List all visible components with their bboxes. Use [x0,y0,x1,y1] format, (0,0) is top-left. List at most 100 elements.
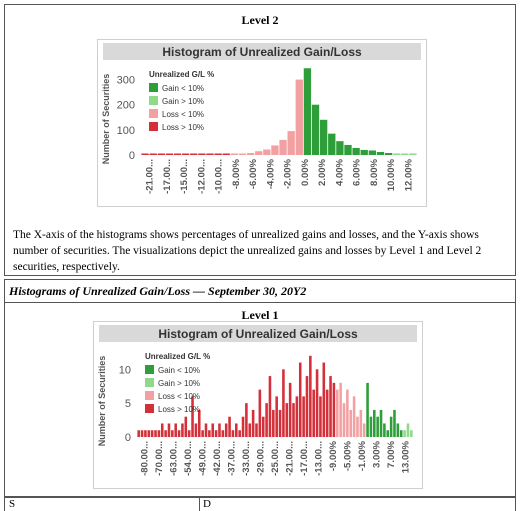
chart-title-band [99,325,417,342]
histogram-bar [221,430,225,437]
footer-divider [199,498,200,511]
histogram-bar [157,430,161,437]
y-tick-label: 300 [117,75,135,87]
x-tick-label: -1.00% [357,440,368,471]
footer-right: D [203,498,211,510]
x-tick-label: -12.00... [196,159,207,194]
histogram-bar [194,423,198,437]
section-title: Histograms of Unrealized Gain/Loss — Sep… [9,284,307,298]
histogram-bar [366,382,369,437]
histogram-bar [379,409,383,437]
histogram-bar [362,423,366,437]
histogram-bar [214,153,222,155]
histogram-bar [376,151,385,155]
histogram-bar [157,153,165,155]
x-tick-label: -29.00... [256,441,267,476]
histogram-bar [275,396,278,437]
histogram-bar [191,396,194,437]
x-tick-label: -6.00% [248,158,259,189]
histogram-bar [328,133,336,155]
histogram-bar [208,430,211,437]
histogram-bar [346,389,349,437]
x-tick-label: 4.00% [334,158,345,185]
legend-entry: Loss < 10% [158,392,200,401]
level2-cell: Level 2 Histogram of Unrealized Gain/Los… [4,4,516,276]
histogram-bar [271,145,279,155]
histogram-bar [177,430,181,437]
histogram-bar [335,389,339,437]
histogram-bar [261,416,265,437]
legend-swatch [145,391,154,400]
legend-swatch [145,365,154,374]
histogram-bar [303,68,312,155]
histogram-bar [167,423,171,437]
histogram-bar [222,153,230,155]
histogram-bar [268,376,272,437]
histogram-bar [393,153,401,155]
x-tick-label: -13.00... [314,441,325,476]
histogram-bar [406,423,410,437]
histogram-bar [410,430,413,437]
histogram-bar [187,430,191,437]
y-tick-label: 0 [125,432,131,444]
histogram-bar [154,430,157,437]
legend-entry: Loss > 10% [162,123,204,132]
histogram-bar [248,423,252,437]
level2-caption: The X-axis of the histograms shows perce… [13,229,482,273]
histogram-bar [315,369,319,437]
histogram-bar [235,423,238,437]
histogram-bar [228,416,231,437]
histogram-bar [319,396,322,437]
histogram-bar [238,153,247,155]
legend-swatch [149,83,158,92]
histogram-bar [325,389,329,437]
histogram-bar [190,153,198,155]
legend-entry: Gain > 10% [158,379,200,388]
legend-entry: Gain > 10% [162,97,204,106]
legend-swatch [149,109,158,118]
histogram-bar [295,396,299,437]
histogram-bar [255,423,258,437]
histogram-bar [164,430,167,437]
x-tick-label: -63.00... [168,441,179,476]
histogram-bar [197,409,201,437]
histogram-bar [332,382,336,437]
histogram-bar [309,355,312,437]
histogram-bar [231,430,235,437]
histogram-bar [272,409,275,437]
histogram-bar [137,430,140,437]
histogram-bar [368,150,377,155]
histogram-bar [263,149,271,155]
y-tick-label: 5 [125,398,131,410]
x-tick-label: -2.00% [283,158,294,189]
histogram-bar [230,153,239,155]
histogram-bar [386,430,390,437]
histogram-bar [322,362,326,437]
histogram-bar [279,139,287,155]
histogram-bar [298,362,302,437]
histogram-bar [389,416,393,437]
histogram-bar [198,153,206,155]
histogram-bar [214,430,218,437]
histogram-bar [173,153,182,155]
x-tick-label: 6.00% [352,158,363,185]
histogram-bar [245,403,248,437]
x-tick-label: -4.00% [265,158,276,189]
legend-title: Unrealized G/L % [145,352,210,361]
x-tick-label: -70.00... [154,441,165,476]
histogram-bar [396,423,400,437]
histogram-bar [349,409,353,437]
legend-entry: Loss > 10% [158,405,200,414]
footer-left: S [9,498,16,510]
x-tick-label: 0.00% [300,158,311,185]
histogram-bar [305,376,309,437]
histogram-bar [246,152,255,155]
histogram-bar [184,416,188,437]
section-divider [5,302,515,303]
histogram-bar [376,416,379,437]
y-tick-label: 200 [117,100,135,112]
histogram-bar [359,409,363,437]
legend-entry: Gain < 10% [158,366,200,375]
histogram-bar [255,151,263,155]
histogram-bar [288,382,292,437]
